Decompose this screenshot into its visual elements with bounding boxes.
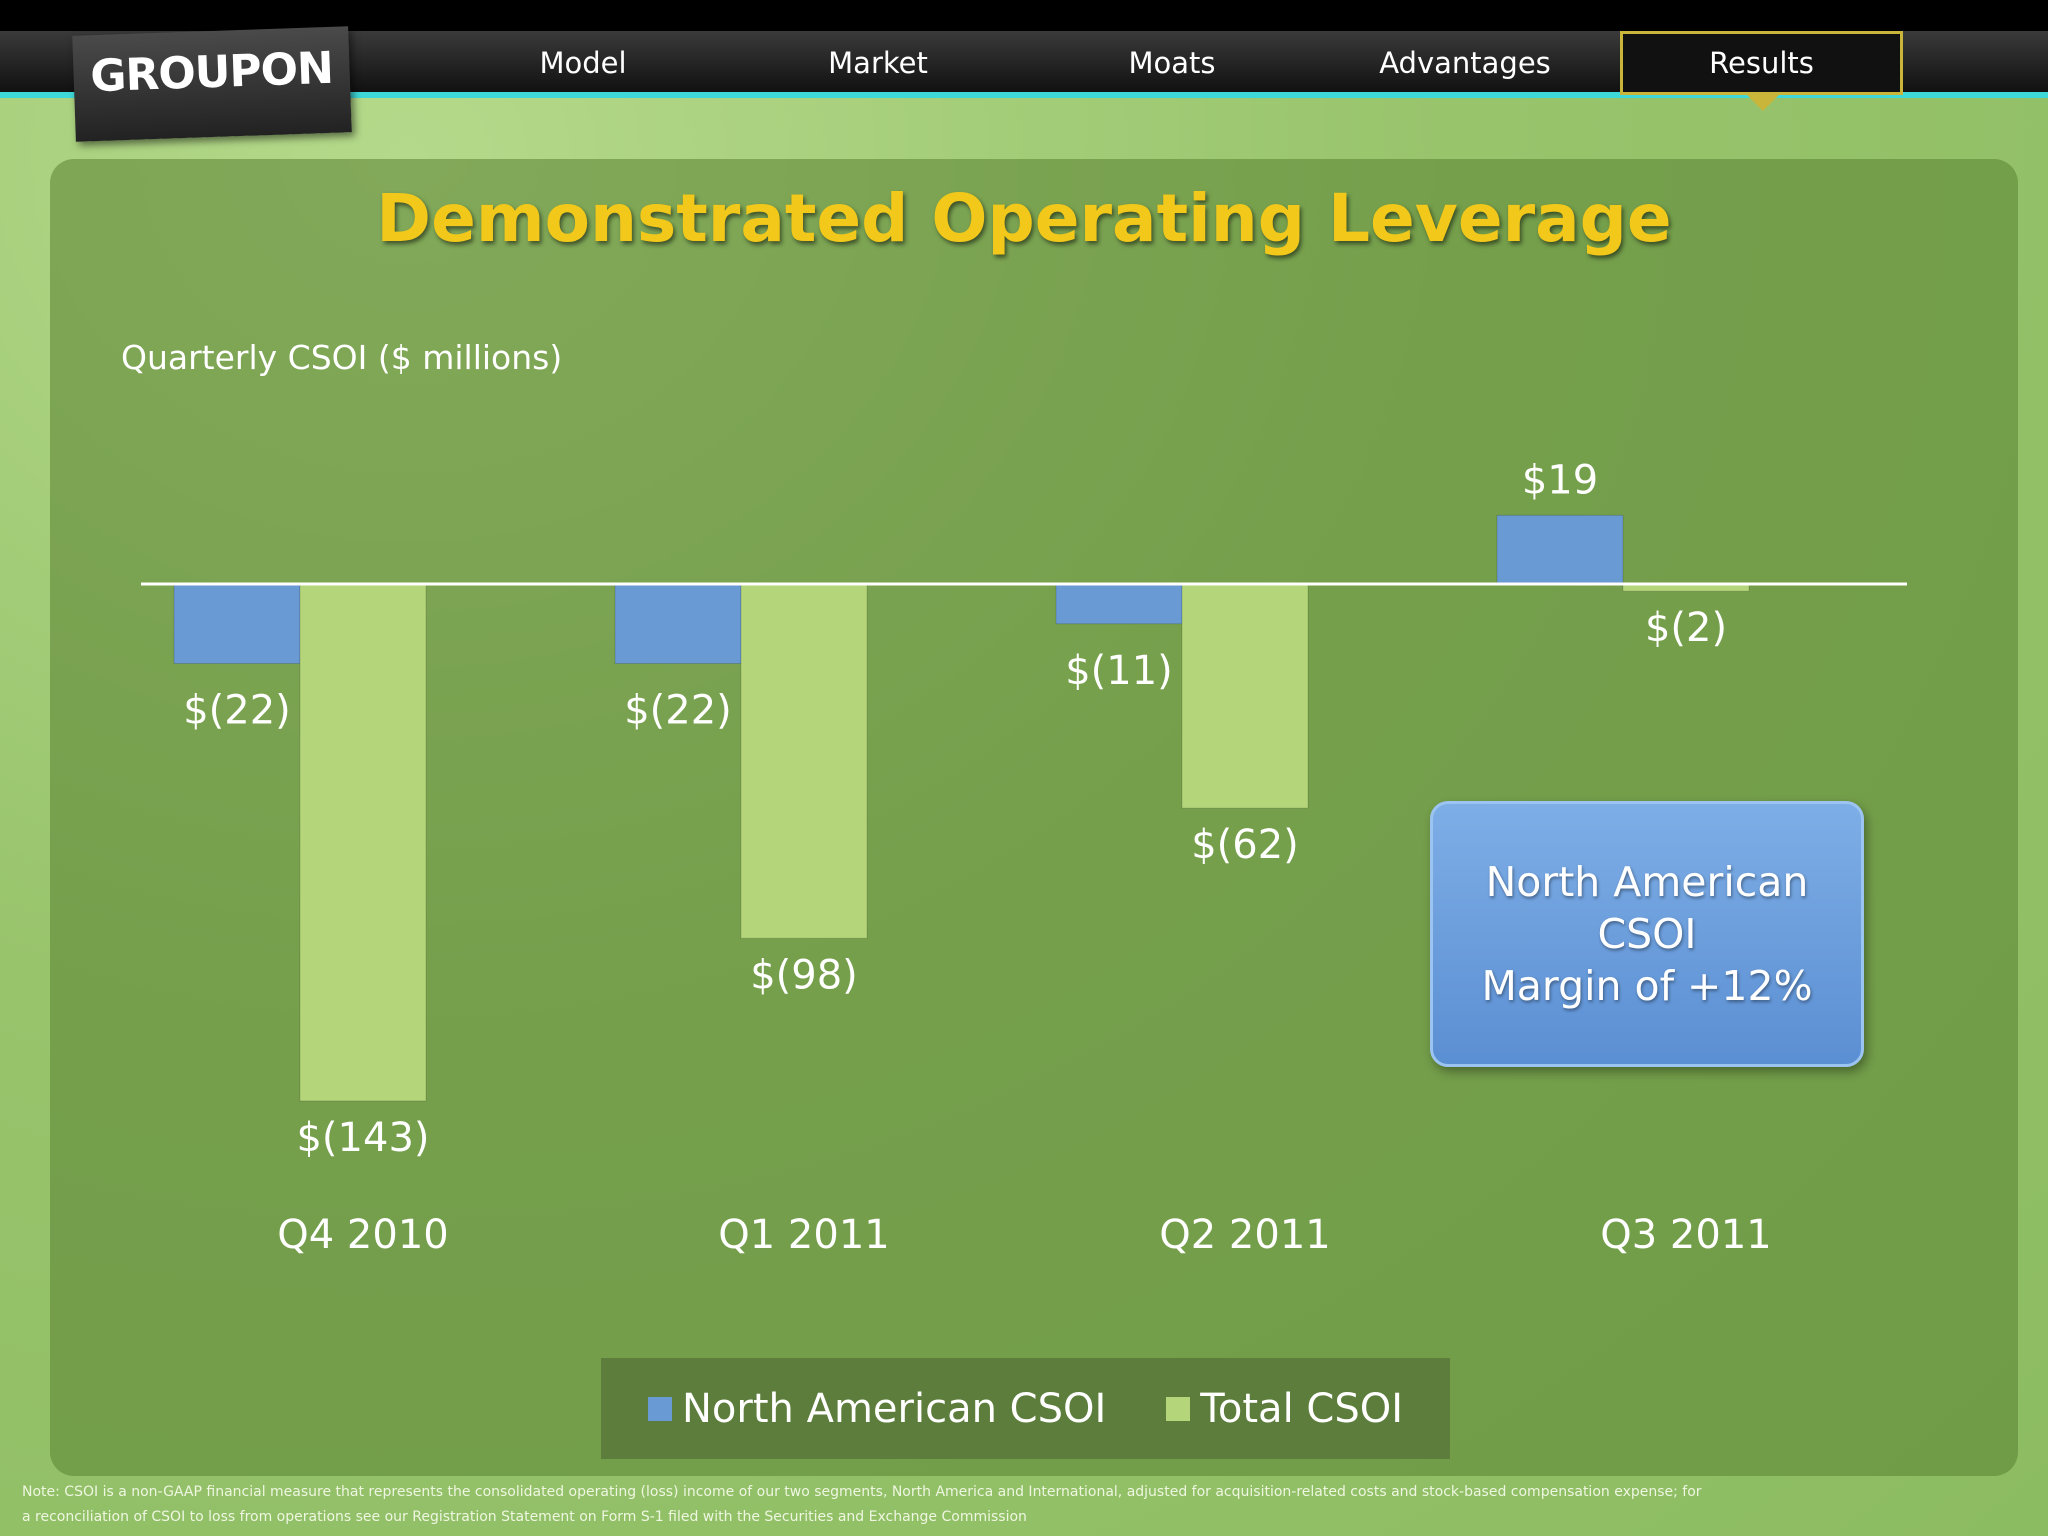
legend-item: Total CSOI — [1166, 1386, 1403, 1432]
active-indicator — [1747, 95, 1779, 111]
nav-results[interactable]: Results — [1620, 31, 1903, 95]
legend-item: North American CSOI — [648, 1386, 1106, 1432]
category-label: Q1 2011 — [718, 1212, 889, 1258]
category-label: Q4 2010 — [277, 1212, 448, 1258]
legend-swatch — [1166, 1396, 1191, 1421]
nav-market[interactable]: Market — [828, 46, 928, 80]
bar-total — [299, 583, 427, 1102]
slide-title: Demonstrated Operating Leverage — [376, 180, 1672, 257]
data-label: $(2) — [1645, 605, 1727, 651]
nav-model[interactable]: Model — [539, 46, 627, 80]
category-label: Q2 2011 — [1159, 1212, 1330, 1258]
bar-na — [614, 583, 742, 665]
footnote-line: a reconciliation of CSOI to loss from op… — [22, 1509, 1027, 1525]
callout-line: CSOI — [1597, 910, 1697, 958]
data-label: $(62) — [1191, 822, 1299, 868]
category-label: Q3 2011 — [1600, 1212, 1771, 1258]
data-label: $19 — [1522, 457, 1598, 503]
data-label: $(143) — [296, 1115, 429, 1161]
legend-swatch — [648, 1396, 672, 1421]
data-label: $(22) — [183, 688, 291, 734]
nav-advantages[interactable]: Advantages — [1379, 46, 1551, 80]
data-label: $(11) — [1065, 648, 1173, 694]
bar-total — [1181, 583, 1309, 809]
footnote: Note: CSOI is a non-GAAP financial measu… — [22, 1480, 1982, 1530]
bar-na — [173, 583, 301, 665]
margin-callout: North American CSOI Margin of +12% — [1430, 801, 1864, 1067]
data-label: $(22) — [624, 688, 732, 734]
data-label: $(98) — [750, 952, 858, 998]
legend: North American CSOI Total CSOI — [601, 1358, 1450, 1459]
legend-label: Total CSOI — [1200, 1385, 1403, 1432]
bar-na — [1055, 583, 1183, 625]
bar-total — [740, 583, 868, 939]
callout-line: North American — [1485, 858, 1809, 906]
nav-moats[interactable]: Moats — [1128, 46, 1216, 80]
callout-line: Margin of +12% — [1481, 962, 1813, 1010]
bar-na — [1496, 514, 1624, 585]
footnote-line: Note: CSOI is a non-GAAP financial measu… — [22, 1484, 1702, 1500]
top-bar — [0, 0, 2048, 31]
legend-label: North American CSOI — [682, 1385, 1107, 1432]
chart-ylabel: Quarterly CSOI ($ millions) — [121, 338, 563, 377]
